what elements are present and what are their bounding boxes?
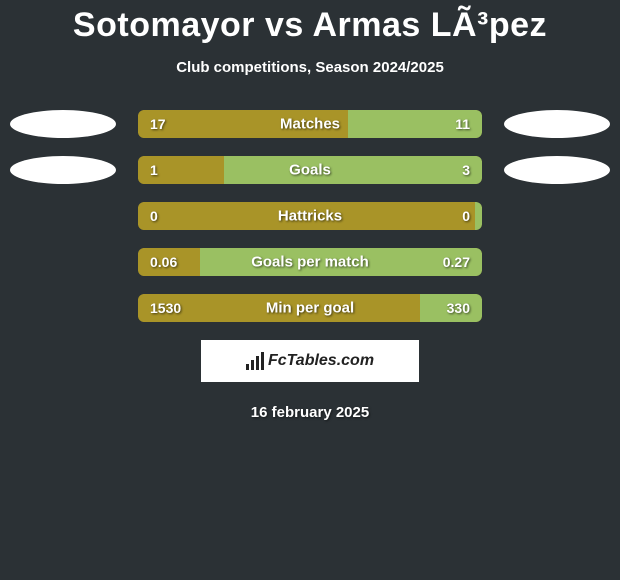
page-title: Sotomayor vs Armas LÃ³pez bbox=[0, 6, 620, 45]
stat-value-right: 3 bbox=[462, 162, 470, 178]
stat-value-left: 0.06 bbox=[150, 254, 177, 270]
stat-label: Min per goal bbox=[266, 300, 354, 317]
stat-label: Goals per match bbox=[251, 254, 369, 271]
stat-bar-right-fill bbox=[224, 156, 482, 184]
date-label: 16 february 2025 bbox=[0, 404, 620, 421]
spacer bbox=[504, 248, 610, 276]
stat-bar: 1530 330 Min per goal bbox=[138, 294, 482, 322]
stat-row: 1 3 Goals bbox=[0, 156, 620, 184]
page-subtitle: Club competitions, Season 2024/2025 bbox=[0, 59, 620, 76]
stat-value-right: 330 bbox=[447, 300, 470, 316]
stat-bar: 0 0 Hattricks bbox=[138, 202, 482, 230]
stat-value-left: 0 bbox=[150, 208, 158, 224]
player-left-marker bbox=[10, 156, 116, 184]
bar-chart-icon bbox=[246, 352, 264, 370]
stat-bar: 1 3 Goals bbox=[138, 156, 482, 184]
stat-row: 0 0 Hattricks bbox=[0, 202, 620, 230]
stats-list: 17 11 Matches 1 3 Goals 0 0 Hattricks 0.06 0.27 Goa… bbox=[0, 110, 620, 322]
player-left-marker bbox=[10, 110, 116, 138]
stat-bar: 17 11 Matches bbox=[138, 110, 482, 138]
brand-badge: FcTables.com bbox=[201, 340, 419, 382]
spacer bbox=[10, 248, 116, 276]
stat-value-right: 0.27 bbox=[443, 254, 470, 270]
stat-bar-left-fill bbox=[138, 202, 145, 230]
player-right-marker bbox=[504, 110, 610, 138]
stat-value-right: 11 bbox=[455, 116, 470, 132]
stat-row: 17 11 Matches bbox=[0, 110, 620, 138]
spacer bbox=[504, 294, 610, 322]
spacer bbox=[10, 294, 116, 322]
stat-row: 0.06 0.27 Goals per match bbox=[0, 248, 620, 276]
player-right-marker bbox=[504, 156, 610, 184]
comparison-infographic: Sotomayor vs Armas LÃ³pez Club competiti… bbox=[0, 0, 620, 421]
stat-label: Goals bbox=[289, 162, 331, 179]
stat-value-left: 1 bbox=[150, 162, 158, 178]
spacer bbox=[10, 202, 116, 230]
stat-value-left: 1530 bbox=[150, 300, 181, 316]
stat-value-right: 0 bbox=[462, 208, 470, 224]
stat-bar: 0.06 0.27 Goals per match bbox=[138, 248, 482, 276]
stat-label: Matches bbox=[280, 116, 340, 133]
brand-text: FcTables.com bbox=[268, 352, 374, 370]
spacer bbox=[504, 202, 610, 230]
stat-bar-right-fill bbox=[475, 202, 482, 230]
stat-value-left: 17 bbox=[150, 116, 166, 132]
stat-label: Hattricks bbox=[278, 208, 342, 225]
stat-row: 1530 330 Min per goal bbox=[0, 294, 620, 322]
